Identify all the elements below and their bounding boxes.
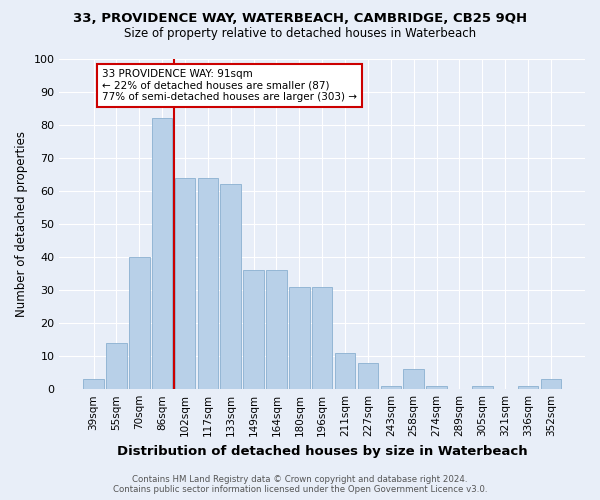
Bar <box>380 386 401 389</box>
Bar <box>312 287 332 389</box>
Y-axis label: Number of detached properties: Number of detached properties <box>15 131 28 317</box>
Bar <box>152 118 172 389</box>
X-axis label: Distribution of detached houses by size in Waterbeach: Distribution of detached houses by size … <box>117 444 527 458</box>
Text: Contains HM Land Registry data © Crown copyright and database right 2024.
Contai: Contains HM Land Registry data © Crown c… <box>113 474 487 494</box>
Bar <box>83 380 104 389</box>
Bar <box>266 270 287 389</box>
Text: Size of property relative to detached houses in Waterbeach: Size of property relative to detached ho… <box>124 28 476 40</box>
Bar <box>518 386 538 389</box>
Bar <box>175 178 196 389</box>
Bar <box>358 363 378 389</box>
Bar <box>403 370 424 389</box>
Bar <box>244 270 264 389</box>
Bar <box>129 257 149 389</box>
Bar <box>289 287 310 389</box>
Text: 33 PROVIDENCE WAY: 91sqm
← 22% of detached houses are smaller (87)
77% of semi-d: 33 PROVIDENCE WAY: 91sqm ← 22% of detach… <box>102 69 357 102</box>
Bar <box>541 380 561 389</box>
Bar <box>197 178 218 389</box>
Bar <box>335 353 355 389</box>
Text: 33, PROVIDENCE WAY, WATERBEACH, CAMBRIDGE, CB25 9QH: 33, PROVIDENCE WAY, WATERBEACH, CAMBRIDG… <box>73 12 527 26</box>
Bar <box>426 386 447 389</box>
Bar <box>472 386 493 389</box>
Bar <box>106 343 127 389</box>
Bar <box>220 184 241 389</box>
